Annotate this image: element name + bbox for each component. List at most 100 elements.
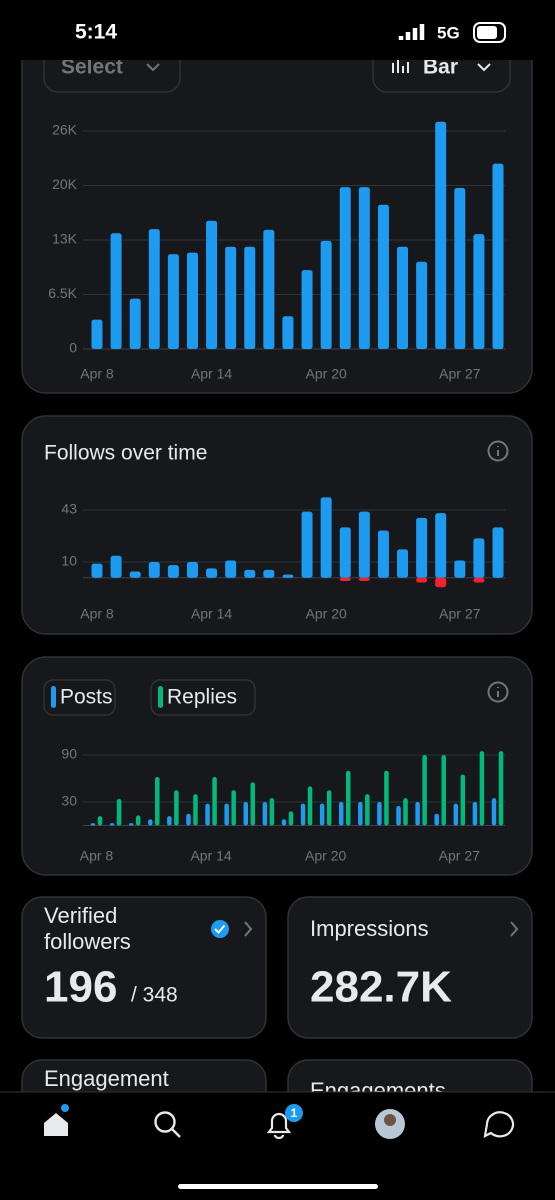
bar	[416, 261, 428, 349]
legend-label: Posts	[60, 686, 113, 709]
bell-icon[interactable]	[266, 1112, 292, 1140]
bar	[358, 511, 370, 578]
legend-item[interactable]	[43, 679, 116, 716]
bar	[128, 823, 134, 826]
bar	[396, 805, 401, 826]
stat-label: Impressions	[310, 916, 429, 941]
bar	[319, 803, 325, 826]
bar	[473, 577, 485, 583]
bar	[97, 816, 103, 826]
bar	[377, 530, 389, 578]
legend-item[interactable]	[150, 679, 256, 716]
chevron	[510, 921, 519, 937]
messages-icon[interactable]	[483, 1111, 515, 1138]
x-tick-label: Apr 8	[80, 366, 114, 382]
x-tick-label: Apr 14	[190, 848, 231, 864]
bar	[358, 802, 363, 826]
x-tick-label: Apr 14	[191, 606, 232, 622]
x-tick-label: Apr 27	[439, 366, 480, 382]
bar	[473, 234, 485, 349]
bar	[491, 798, 497, 826]
bar	[244, 569, 256, 578]
bar	[435, 577, 447, 588]
stat-card[interactable]	[21, 896, 267, 1039]
search-handle	[171, 1128, 181, 1138]
bar	[339, 187, 351, 349]
chevron	[477, 63, 491, 72]
bar	[415, 802, 420, 826]
y-tick-label: 6.5K	[48, 285, 77, 301]
bar	[225, 246, 237, 349]
bar	[460, 774, 466, 826]
bar	[441, 755, 446, 826]
bar	[479, 751, 485, 826]
impressions-value: 282.7K	[310, 963, 452, 1012]
select-label: Select	[61, 56, 123, 79]
verified-count: 196	[44, 963, 117, 1012]
x-tick-label: Apr 8	[80, 606, 114, 622]
bar	[91, 319, 103, 349]
bar	[206, 220, 218, 349]
bar	[148, 229, 160, 349]
bar	[473, 538, 485, 578]
bar	[269, 798, 275, 826]
bar	[377, 204, 389, 349]
follows-card	[21, 415, 533, 635]
badge-count: 1	[291, 1106, 298, 1120]
bar	[397, 246, 409, 349]
bar	[225, 560, 237, 578]
bar	[148, 819, 153, 826]
y-tick-label: 26K	[52, 122, 78, 138]
y-tick-label: 10	[61, 553, 77, 569]
bar	[186, 252, 198, 349]
bar	[186, 562, 198, 578]
bar	[492, 527, 504, 578]
bar	[358, 187, 370, 349]
badge	[285, 1104, 303, 1122]
clock: 5:14	[75, 21, 117, 44]
info-icon[interactable]	[487, 681, 509, 703]
bar	[282, 574, 294, 578]
bar	[224, 803, 229, 826]
bar	[358, 577, 370, 581]
follower-total: / 348	[131, 984, 178, 1007]
bar	[320, 497, 332, 578]
bar	[91, 563, 103, 578]
y-tick-label: 90	[61, 746, 77, 762]
legend-swatch	[51, 686, 56, 708]
x-tick-label: Apr 8	[80, 848, 114, 864]
bar	[320, 240, 332, 349]
x-tick-label: Apr 20	[305, 848, 346, 864]
home-icon[interactable]	[44, 1113, 68, 1136]
info-icon[interactable]	[487, 440, 509, 462]
bar	[263, 229, 275, 349]
bar	[492, 163, 504, 349]
verified-check	[214, 924, 226, 934]
bar	[454, 560, 466, 578]
bar	[300, 803, 306, 826]
bar	[435, 513, 447, 578]
bar	[174, 790, 179, 826]
y-tick-label: 43	[61, 501, 77, 517]
stat-label: Verified followers	[44, 903, 131, 954]
charts: 0 6.5K 13K 20K 26K Apr 8 Apr 14 Apr 20 Apr 27 Fol…	[43, 122, 506, 864]
x-tick-label: Apr 14	[191, 366, 232, 382]
bar	[377, 802, 382, 826]
battery-level	[477, 26, 497, 39]
stat-card[interactable]	[287, 896, 533, 1039]
chevron	[244, 921, 253, 937]
view-label: Bar	[423, 56, 458, 79]
bar	[135, 815, 141, 826]
bar	[110, 555, 122, 578]
home-indicator	[178, 1184, 378, 1189]
search-icon[interactable]	[154, 1111, 176, 1133]
bar	[205, 803, 210, 826]
bar	[262, 802, 268, 826]
bar	[498, 751, 504, 826]
legend-swatch	[158, 686, 163, 708]
bar	[365, 794, 370, 826]
y-tick-label: 0	[69, 340, 77, 356]
bar	[416, 577, 428, 583]
avatar-face	[384, 1114, 396, 1126]
